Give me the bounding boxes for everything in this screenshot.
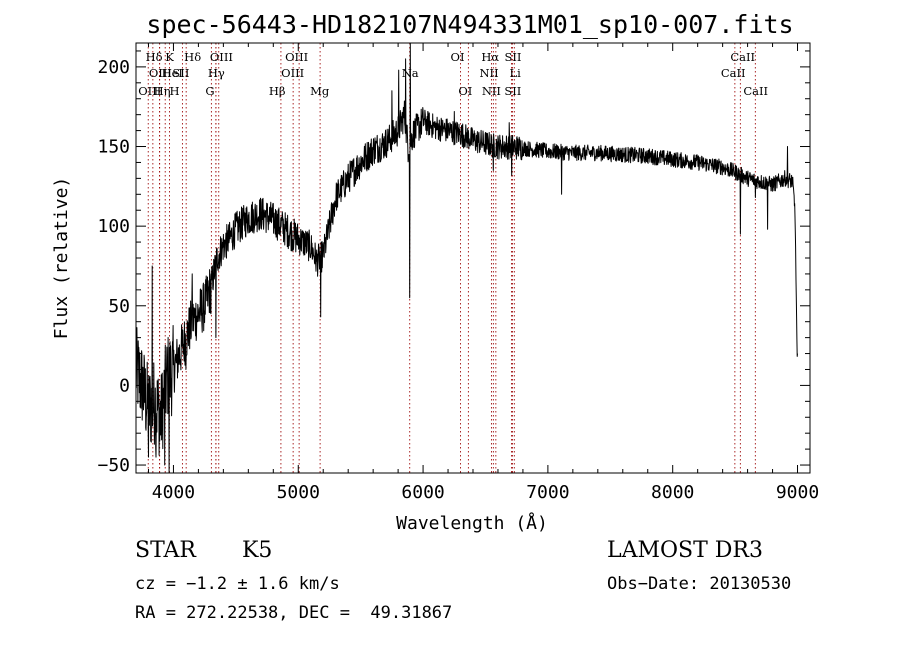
x-tick-label: 7000 [526,482,569,503]
line-label: OIII [138,84,161,98]
line-label: SII [504,50,521,64]
x-axis: 4000 5000 6000 7000 8000 9000 [147,43,819,503]
y-tick-label: 200 [97,57,130,78]
x-tick-label: 9000 [776,482,819,503]
observation-date: Obs−Date: 20130530 [607,574,792,594]
line-label: Hβ [269,84,286,98]
y-tick-label: 150 [97,137,130,158]
line-label: Hα [481,50,499,64]
line-label: Hη [154,84,171,98]
line-label: SII [172,66,189,80]
line-label: OIII [281,66,304,80]
line-label: K [165,50,174,64]
line-label: NII [482,84,501,98]
object-class: STAR [135,538,196,563]
y-tick-label: 0 [119,375,130,396]
line-label: CaII [721,66,746,80]
line-label: OI [458,84,472,98]
line-label: G [205,84,214,98]
line-label: Mg [310,84,330,98]
line-label: Hδ [146,50,163,64]
y-axis-label: Flux (relative) [51,177,72,340]
line-label: CaII [743,84,768,98]
line-label: OIII [210,50,233,64]
survey-name: LAMOST DR3 [607,538,763,563]
redshift-velocity: cz = −1.2 ± 1.6 km/s [135,574,340,594]
line-label: OIII [285,50,308,64]
sky-coordinates: RA = 272.22538, DEC = 49.31867 [135,603,453,623]
spectral-line-labels: OIIIOIIIHδHeIHηKHSIIHδGOIIIHγHβOIIIOIIIM… [138,50,768,98]
line-label: SII [504,84,521,98]
line-label: Hγ [208,66,225,80]
chart-title: spec-56443-HD182107N494331M01_sp10-007.f… [146,10,793,39]
y-tick-label: 50 [108,296,130,317]
x-tick-label: 5000 [277,482,320,503]
line-label: CaII [730,50,755,64]
y-tick-label: −50 [97,455,130,476]
spectrum-trace [135,42,798,474]
object-subclass: K5 [242,538,273,563]
line-label: OI [451,50,465,64]
x-tick-label: 6000 [401,482,444,503]
x-tick-label: 4000 [152,482,195,503]
x-axis-label: Wavelength (Å) [396,512,548,534]
line-label: OIII [149,66,172,80]
y-axis: −50 0 50 100 150 200 [97,50,810,476]
line-label: NII [479,66,498,80]
line-label: Hδ [184,50,201,64]
line-label: H [169,84,179,98]
y-tick-label: 100 [97,216,130,237]
spectral-line-markers [147,43,756,473]
plot-frame [135,42,811,474]
line-label: Li [509,66,521,80]
x-tick-label: 8000 [651,482,694,503]
line-label: HeI [162,66,183,80]
